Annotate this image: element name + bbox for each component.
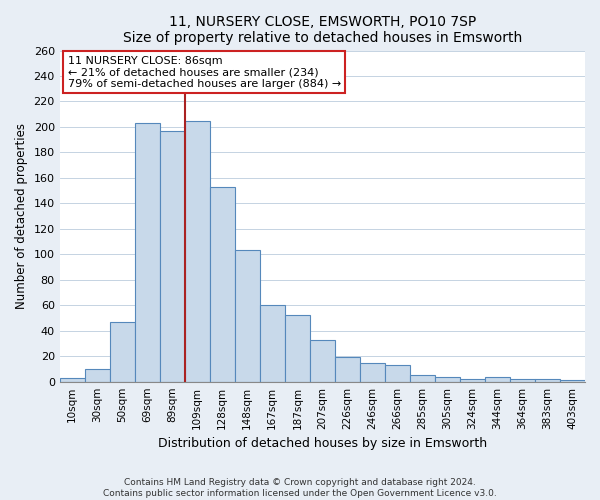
Title: 11, NURSERY CLOSE, EMSWORTH, PO10 7SP
Size of property relative to detached hous: 11, NURSERY CLOSE, EMSWORTH, PO10 7SP Si… (123, 15, 522, 45)
Bar (260, 306, 285, 382)
X-axis label: Distribution of detached houses by size in Emsworth: Distribution of detached houses by size … (158, 437, 487, 450)
Bar (335, 358, 360, 382)
Bar (510, 379, 535, 382)
Bar (160, 131, 185, 382)
Bar (310, 340, 335, 382)
Y-axis label: Number of detached properties: Number of detached properties (15, 123, 28, 309)
Bar (110, 322, 135, 382)
Bar (535, 379, 560, 382)
Bar (235, 250, 260, 382)
Bar (560, 380, 585, 382)
Bar (410, 376, 435, 382)
Bar (85, 369, 110, 382)
Bar (285, 316, 310, 382)
Text: 11 NURSERY CLOSE: 86sqm
← 21% of detached houses are smaller (234)
79% of semi-d: 11 NURSERY CLOSE: 86sqm ← 21% of detache… (68, 56, 341, 88)
Bar (460, 379, 485, 382)
Bar (210, 187, 235, 382)
Bar (59, 378, 85, 382)
Bar (185, 120, 210, 382)
Bar (485, 376, 510, 382)
Bar (360, 362, 385, 382)
Bar (135, 123, 160, 382)
Bar (435, 376, 460, 382)
Bar (385, 365, 410, 382)
Text: Contains HM Land Registry data © Crown copyright and database right 2024.
Contai: Contains HM Land Registry data © Crown c… (103, 478, 497, 498)
